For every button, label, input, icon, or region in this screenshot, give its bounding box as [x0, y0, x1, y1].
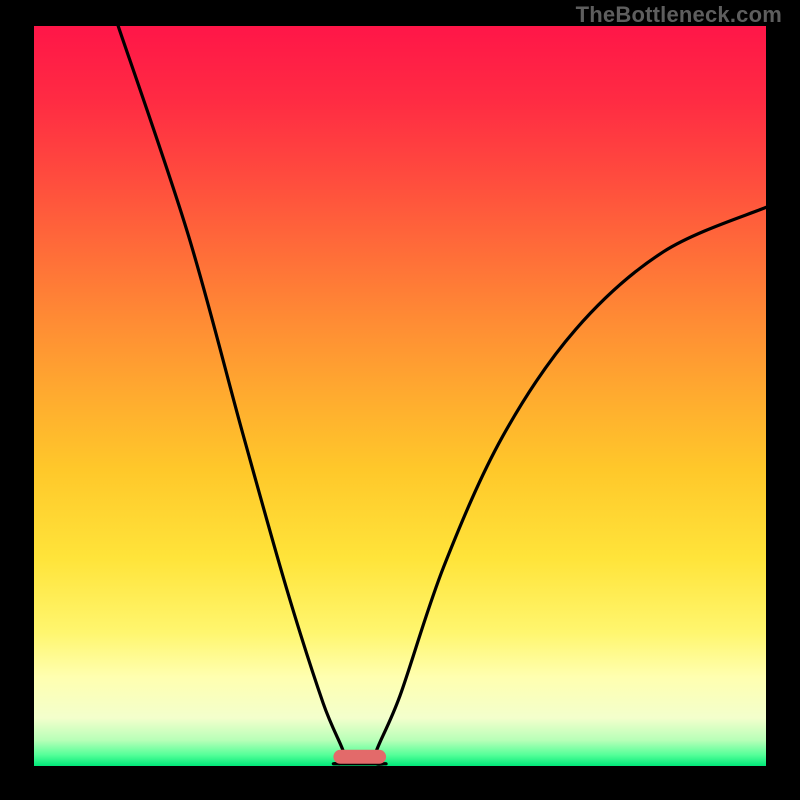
bottleneck-chart — [0, 0, 800, 800]
chart-container: TheBottleneck.com — [0, 0, 800, 800]
plot-background — [34, 26, 766, 766]
watermark-text: TheBottleneck.com — [576, 2, 782, 28]
optimum-marker — [333, 750, 386, 764]
